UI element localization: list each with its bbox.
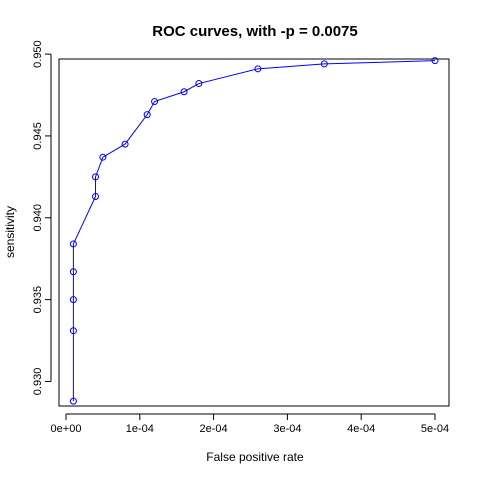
chart-title: ROC curves, with -p = 0.0075 [152,23,358,40]
data-point [431,57,439,65]
y-axis: 0.930 0.935 0.940 0.945 0.950 [32,40,52,396]
data-point [320,60,328,68]
data-point [121,140,129,148]
data-point [69,268,77,276]
data-point [143,111,151,119]
x-axis: 0e+00 1e-04 2e-04 3e-04 4e-04 5e-04 [51,413,449,435]
data-point [151,98,159,106]
x-tick-label: 4e-04 [347,423,375,435]
data-point [92,173,100,181]
plot-frame [58,58,450,407]
data-point [69,397,77,405]
y-tick-label: 0.930 [32,368,44,396]
y-tick-label: 0.940 [32,204,44,232]
data-point [69,327,77,335]
y-tick-label: 0.945 [32,122,44,150]
data-point [99,153,107,161]
x-tick-label: 1e-04 [126,423,154,435]
data-point [180,88,188,96]
x-tick-label: 2e-04 [200,423,228,435]
x-tick-label: 5e-04 [421,423,449,435]
series-line [72,60,436,402]
x-tick-label: 0e+00 [51,423,82,435]
data-point [69,240,77,248]
y-tick-label: 0.950 [32,40,44,68]
x-tick-label: 3e-04 [273,423,301,435]
data-point [92,192,100,200]
x-axis-label: False positive rate [206,450,304,464]
series-layer [69,57,439,405]
data-point [195,80,203,88]
y-axis-label: sensitivity [3,206,17,258]
data-point [254,65,262,73]
y-tick-label: 0.935 [32,286,44,314]
data-point [69,296,77,304]
